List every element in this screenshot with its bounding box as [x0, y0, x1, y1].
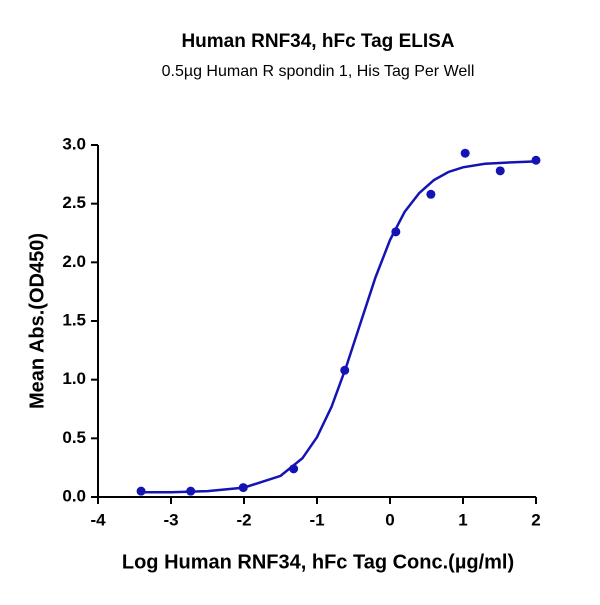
- data-point: [340, 365, 350, 375]
- y-tick-label: 1.0: [62, 369, 86, 388]
- chart-subtitle: 0.5µg Human R spondin 1, His Tag Per Wel…: [162, 63, 475, 80]
- data-point: [186, 486, 196, 496]
- data-point: [426, 189, 436, 199]
- y-tick-label: 1.5: [62, 310, 86, 329]
- x-axis-label: Log Human RNF34, hFc Tag Conc.(µg/ml): [122, 551, 514, 573]
- data-point: [531, 155, 541, 165]
- x-tick-label: -2: [236, 510, 251, 529]
- data-point: [391, 227, 401, 237]
- y-tick-label: 0.5: [62, 428, 86, 447]
- chart-title: Human RNF34, hFc Tag ELISA: [181, 31, 454, 52]
- x-tick-label: -1: [309, 510, 324, 529]
- fit-curve: [141, 160, 537, 494]
- x-tick-label: -4: [90, 510, 106, 529]
- y-axis-label: Mean Abs.(OD450): [26, 233, 48, 409]
- x-tick-label: 1: [458, 510, 467, 529]
- y-tick-label: 3.0: [62, 134, 86, 153]
- data-point: [289, 464, 299, 474]
- x-tick-label: 2: [531, 510, 540, 529]
- data-point: [238, 483, 248, 493]
- data-point: [136, 486, 146, 496]
- x-tick-label: -3: [163, 510, 178, 529]
- data-point: [460, 148, 470, 158]
- x-tick-label: 0: [385, 510, 394, 529]
- y-tick-label: 2.5: [62, 193, 86, 212]
- data-point: [495, 166, 505, 176]
- y-tick-label: 2.0: [62, 252, 86, 271]
- y-tick-label: 0.0: [62, 486, 86, 505]
